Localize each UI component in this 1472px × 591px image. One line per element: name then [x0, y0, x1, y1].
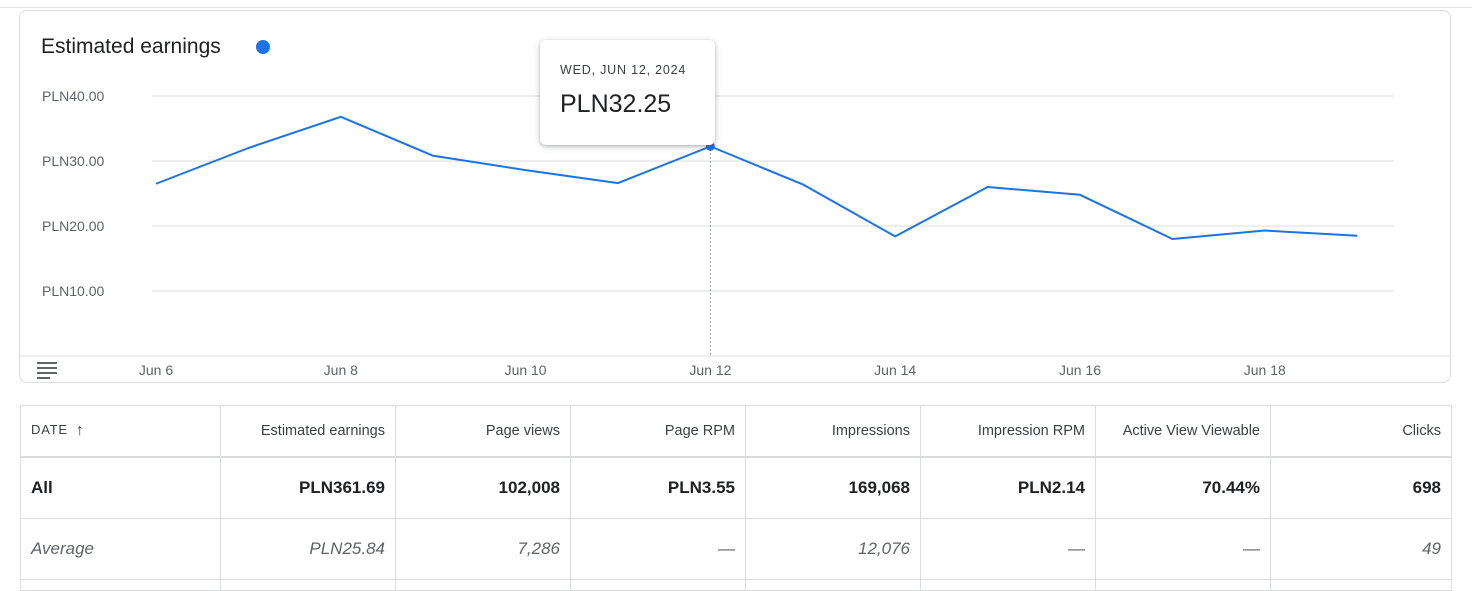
chart-title: Estimated earnings — [41, 35, 221, 58]
y-tick-label: PLN40.00 — [42, 88, 104, 104]
table-cell: 49 — [1270, 518, 1452, 580]
column-header-impression-rpm[interactable]: Impression RPM — [920, 405, 1096, 458]
column-header-clicks[interactable]: Clicks — [1270, 405, 1452, 458]
chart-tooltip: WED, JUN 12, 2024 PLN32.25 — [540, 40, 715, 145]
table-cell — [1095, 579, 1271, 591]
arrow-up-icon[interactable]: ↑ — [75, 422, 85, 439]
x-tick-label: Jun 10 — [505, 362, 547, 378]
series-line-estimated-earnings — [155, 115, 1358, 240]
column-header-date[interactable]: DATE ↑ — [20, 405, 221, 458]
table-cell: 169,068 — [745, 456, 921, 519]
table-cell: 70.44% — [1095, 456, 1271, 519]
table-cell — [745, 579, 921, 591]
table-cell — [395, 579, 571, 591]
top-divider — [0, 7, 1472, 8]
y-tick-label: PLN10.00 — [42, 283, 104, 299]
row-label: Average — [20, 518, 221, 580]
table-row — [20, 579, 1452, 591]
table-cell: PLN25.84 — [220, 518, 396, 580]
table-cell: 7,286 — [395, 518, 571, 580]
table-cell — [1270, 579, 1452, 591]
table-cell: 698 — [1270, 456, 1452, 519]
line-chart[interactable]: PLN10.00 PLN20.00 PLN30.00 PLN40.00 Jun 6 Jun… — [20, 11, 1450, 382]
x-tick-label: Jun 12 — [689, 362, 731, 378]
table-cell — [920, 579, 1096, 591]
column-header-active-view-viewable[interactable]: Active View Viewable — [1095, 405, 1271, 458]
tooltip-value: PLN32.25 — [560, 90, 672, 118]
menu-lines-icon[interactable] — [37, 362, 57, 379]
tooltip-date: WED, JUN 12, 2024 — [560, 63, 687, 77]
table-cell: — — [1095, 518, 1271, 580]
x-tick-label: Jun 8 — [324, 362, 358, 378]
column-header-estimated-earnings[interactable]: Estimated earnings — [220, 405, 396, 458]
table-cell: — — [920, 518, 1096, 580]
table-cell: PLN3.55 — [570, 456, 746, 519]
table-cell: PLN361.69 — [220, 456, 396, 519]
table-cell — [570, 579, 746, 591]
earnings-table: DATE ↑ Estimated earnings Page views Page… — [20, 405, 1452, 591]
table-cell: PLN2.14 — [920, 456, 1096, 519]
x-tick-label: Jun 6 — [139, 362, 173, 378]
table-row-all: All PLN361.69 102,008 PLN3.55 169,068 PL… — [20, 456, 1452, 519]
column-header-page-rpm[interactable]: Page RPM — [570, 405, 746, 458]
table-cell — [220, 579, 396, 591]
x-tick-label: Jun 16 — [1059, 362, 1101, 378]
column-header-page-views[interactable]: Page views — [395, 405, 571, 458]
y-tick-label: PLN30.00 — [42, 153, 104, 169]
table-cell: 12,076 — [745, 518, 921, 580]
table-cell: 102,008 — [395, 456, 571, 519]
row-label: All — [20, 456, 221, 519]
series-legend-dot[interactable] — [256, 40, 270, 54]
earnings-chart-card: Estimated earnings PLN10.00 PLN20.00 PLN30… — [19, 10, 1451, 383]
x-tick-label: Jun 18 — [1244, 362, 1286, 378]
column-header-impressions[interactable]: Impressions — [745, 405, 921, 458]
date-header-label: DATE — [31, 422, 68, 437]
table-row-average: Average PLN25.84 7,286 — 12,076 — — 49 — [20, 518, 1452, 580]
table-header-row: DATE ↑ Estimated earnings Page views Page… — [20, 405, 1452, 458]
x-tick-label: Jun 14 — [874, 362, 916, 378]
table-cell — [20, 579, 221, 591]
table-cell: — — [570, 518, 746, 580]
y-tick-label: PLN20.00 — [42, 218, 104, 234]
